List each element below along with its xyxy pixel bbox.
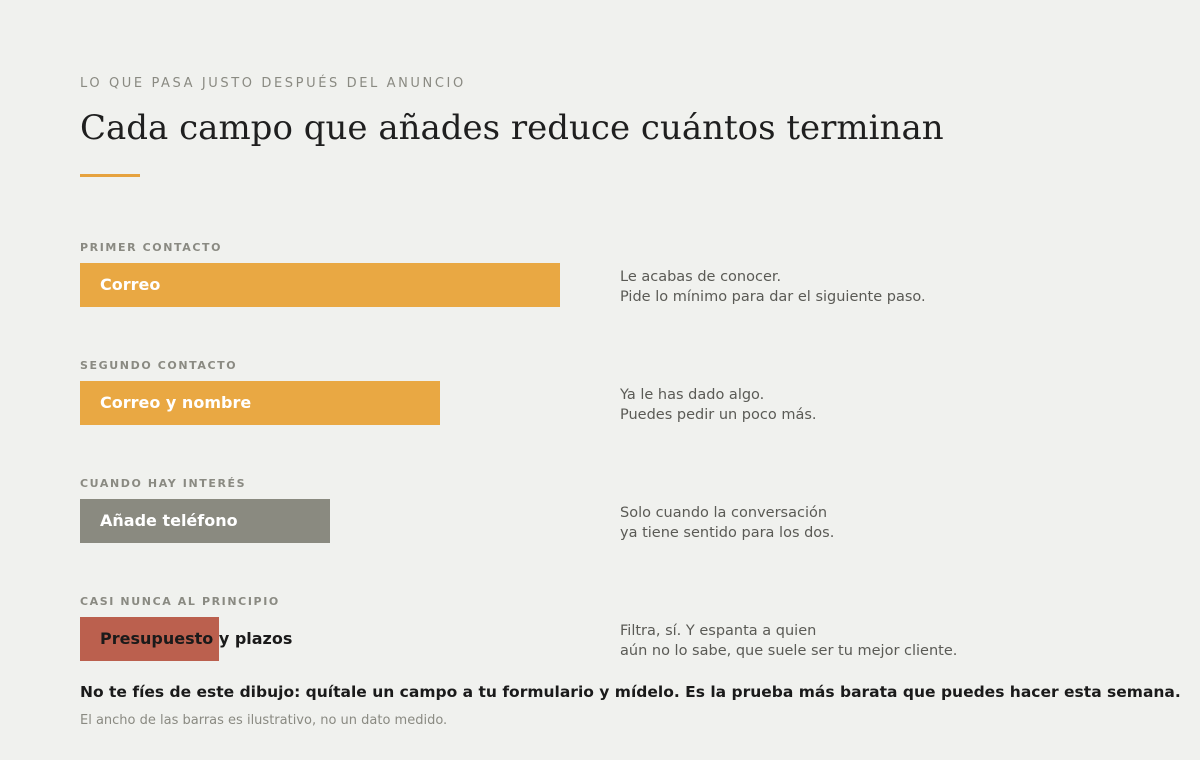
row-note: Filtra, sí. Y espanta a quien aún no lo … <box>620 621 957 661</box>
row-label: CASI NUNCA AL PRINCIPIO <box>80 595 280 608</box>
eyebrow: LO QUE PASA JUSTO DESPUÉS DEL ANUNCIO <box>80 76 466 91</box>
bar-correo-y-nombre <box>80 381 440 425</box>
bar-label: Añade teléfono <box>100 511 238 530</box>
row-casi-nunca: CASI NUNCA AL PRINCIPIO Presupuesto y pl… <box>80 595 1120 705</box>
note-line: Ya le has dado algo. <box>620 387 765 403</box>
footnote: El ancho de las barras es ilustrativo, n… <box>80 713 448 728</box>
bar-label: Presupuesto y plazos <box>100 629 293 648</box>
bar-presupuesto-y-plazos <box>80 617 219 661</box>
row-primer-contacto: PRIMER CONTACTO Correo Le acabas de cono… <box>80 241 1120 351</box>
note-line: Filtra, sí. Y espanta a quien <box>620 623 817 639</box>
row-segundo-contacto: SEGUNDO CONTACTO Correo y nombre Ya le h… <box>80 359 1120 469</box>
row-note: Solo cuando la conversación ya tiene sen… <box>620 503 834 543</box>
bar-anade-telefono <box>80 499 330 543</box>
row-label: SEGUNDO CONTACTO <box>80 359 238 372</box>
note-line: aún no lo sabe, que suele ser tu mejor c… <box>620 643 958 659</box>
note-line: ya tiene sentido para los dos. <box>620 525 835 541</box>
row-label: CUANDO HAY INTERÉS <box>80 477 247 490</box>
page-title: Cada campo que añades reduce cuántos ter… <box>80 108 944 148</box>
title-accent-rule <box>80 174 140 177</box>
bar-label: Correo <box>100 275 161 294</box>
note-line: Puedes pedir un poco más. <box>620 407 817 423</box>
row-label: PRIMER CONTACTO <box>80 241 223 254</box>
row-note: Le acabas de conocer. Pide lo mínimo par… <box>620 267 926 307</box>
bar-correo <box>80 263 560 307</box>
takeaway: No te fíes de este dibujo: quítale un ca… <box>80 683 1181 701</box>
row-cuando-hay-interes: CUANDO HAY INTERÉS Añade teléfono Solo c… <box>80 477 1120 587</box>
note-line: Le acabas de conocer. <box>620 269 782 285</box>
row-note: Ya le has dado algo. Puedes pedir un poc… <box>620 385 817 425</box>
note-line: Solo cuando la conversación <box>620 505 828 521</box>
bar-label: Correo y nombre <box>100 393 252 412</box>
note-line: Pide lo mínimo para dar el siguiente pas… <box>620 289 926 305</box>
